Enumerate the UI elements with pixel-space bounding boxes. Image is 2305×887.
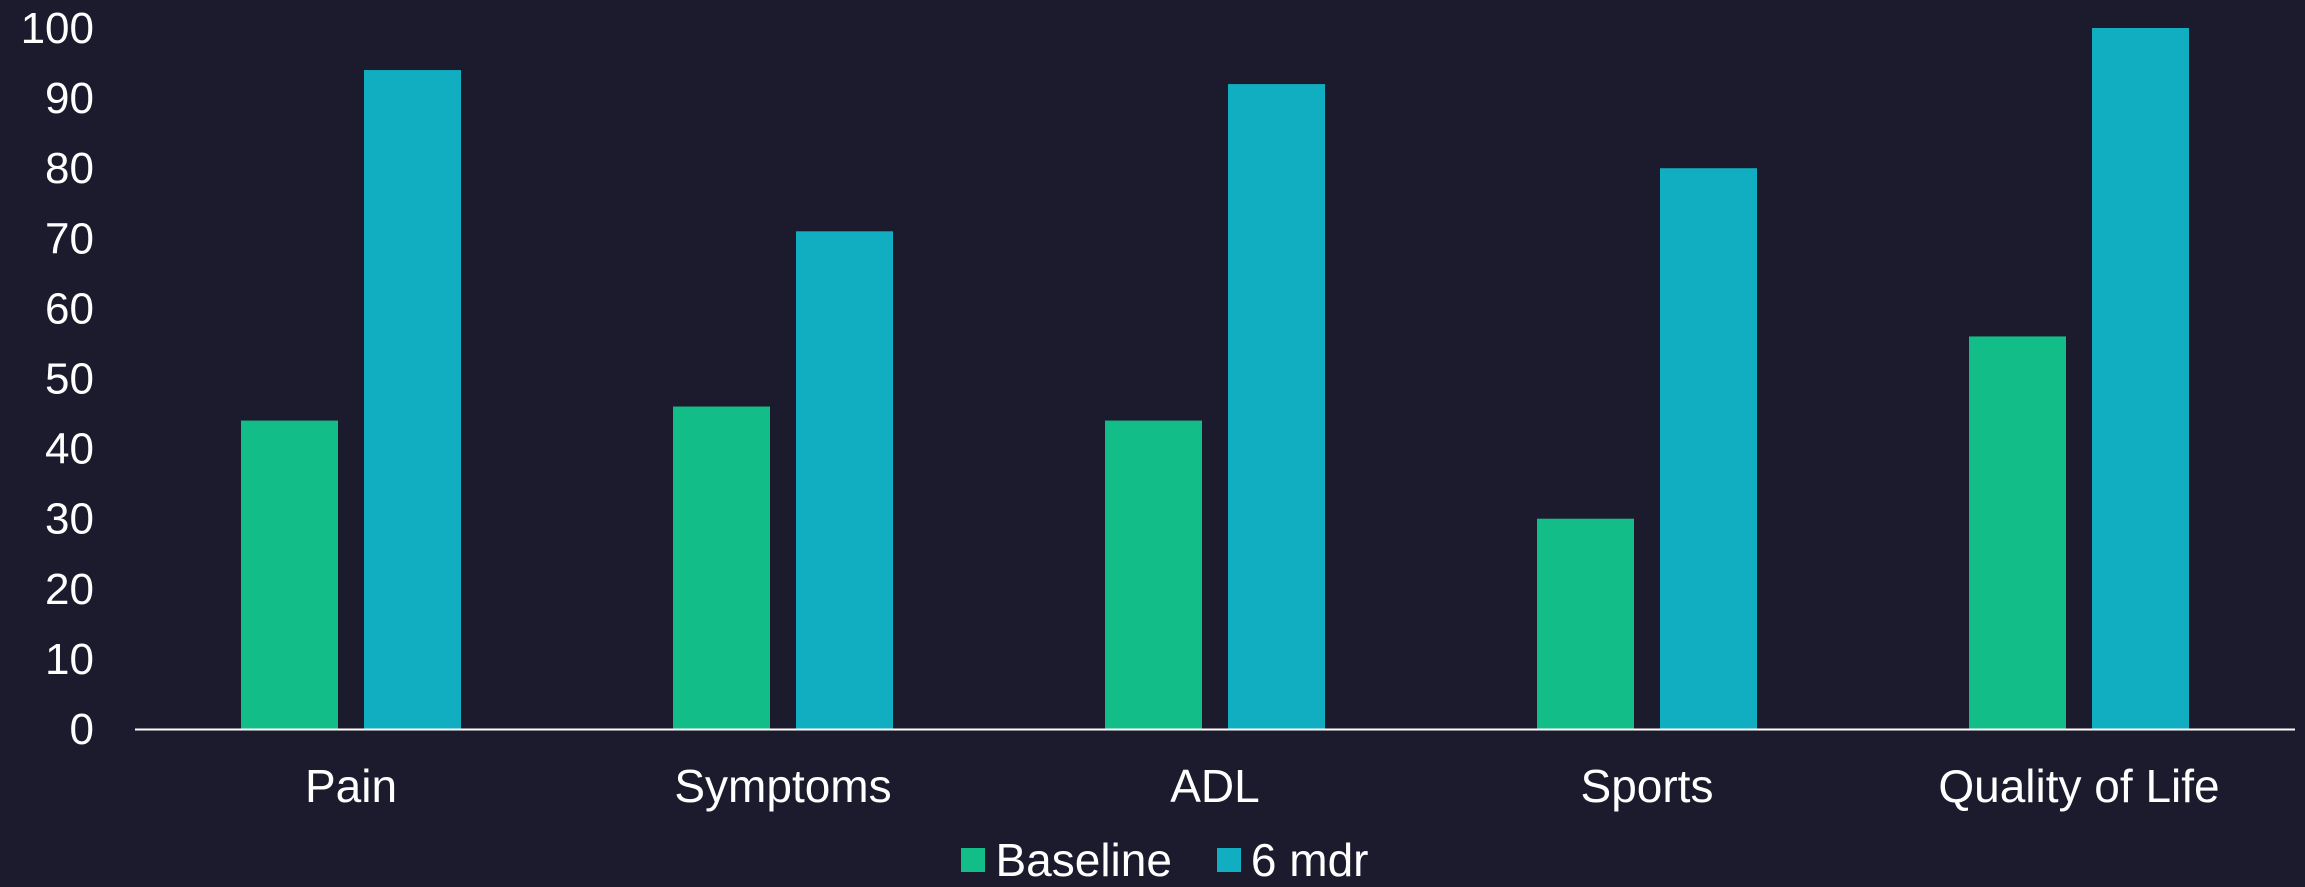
legend-label-baseline: Baseline <box>995 834 1172 886</box>
bars-group <box>241 28 2189 730</box>
bar-baseline-quality-of-life <box>1969 336 2066 729</box>
y-tick-label: 80 <box>45 144 94 193</box>
bar-6-mdr-pain <box>364 70 461 729</box>
legend-swatch-baseline <box>961 848 986 872</box>
y-tick-label: 0 <box>70 705 94 754</box>
y-axis-ticks: 0 10 20 30 40 50 60 70 80 90 100 <box>21 4 94 754</box>
x-tick-label: Quality of Life <box>1938 760 2219 812</box>
y-tick-label: 40 <box>45 425 94 474</box>
legend-swatch-6-mdr <box>1216 848 1241 872</box>
x-axis-labels: Pain Symptoms ADL Sports Quality of Life <box>305 760 2220 812</box>
y-tick-label: 20 <box>45 565 94 614</box>
y-tick-label: 70 <box>45 214 94 263</box>
y-tick-label: 10 <box>45 635 94 684</box>
y-tick-label: 60 <box>45 284 94 333</box>
y-tick-label: 90 <box>45 74 94 123</box>
x-tick-label: Symptoms <box>674 760 891 812</box>
bar-baseline-pain <box>241 420 338 729</box>
legend-item-baseline: Baseline <box>961 834 1172 886</box>
bar-6-mdr-sports <box>1660 168 1757 729</box>
bar-baseline-sports <box>1537 518 1634 729</box>
y-tick-label: 30 <box>45 495 94 544</box>
legend: Baseline 6 mdr <box>0 836 2305 884</box>
y-tick-label: 100 <box>21 4 94 53</box>
legend-label-6-mdr: 6 mdr <box>1250 834 1369 886</box>
y-tick-label: 50 <box>45 355 94 404</box>
bar-6-mdr-adl <box>1228 84 1325 729</box>
bar-6-mdr-symptoms <box>796 231 893 730</box>
bar-6-mdr-quality-of-life <box>2092 28 2189 729</box>
bar-baseline-adl <box>1105 420 1202 729</box>
x-tick-label: Sports <box>1581 760 1714 812</box>
legend-item-6-mdr: 6 mdr <box>1216 834 1369 886</box>
x-tick-label: ADL <box>1170 760 1259 812</box>
bar-baseline-symptoms <box>673 406 770 729</box>
x-tick-label: Pain <box>305 760 397 812</box>
